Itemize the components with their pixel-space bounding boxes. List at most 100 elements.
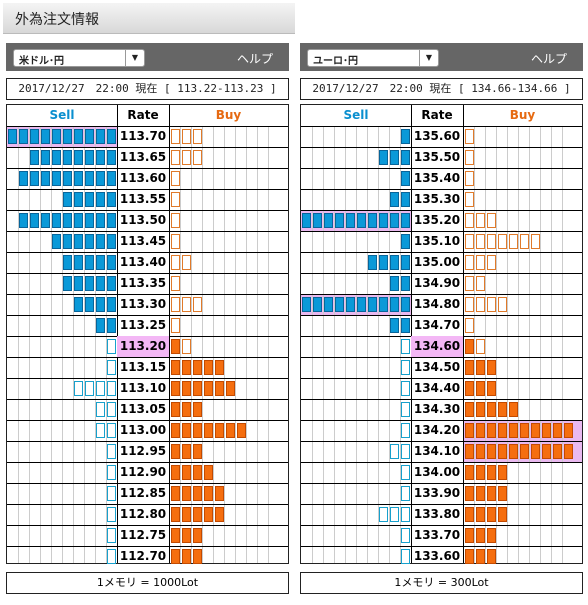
sell-block <box>41 213 50 228</box>
buy-block <box>476 549 485 564</box>
rate-cell: 113.65 <box>119 150 167 164</box>
sell-block <box>30 129 39 144</box>
row-divider <box>301 399 582 400</box>
buy-block <box>182 129 191 144</box>
sell-block <box>368 297 377 312</box>
buy-block <box>204 486 213 501</box>
chevron-down-icon[interactable]: ▼ <box>419 50 438 66</box>
sell-block <box>107 276 116 291</box>
grid-line <box>356 126 357 563</box>
grid-line <box>268 126 269 563</box>
sell-header: Sell <box>49 108 75 122</box>
buy-block <box>487 213 496 228</box>
grid-line <box>95 126 96 563</box>
buy-block <box>487 528 496 543</box>
grid-line <box>62 126 63 563</box>
help-link[interactable]: ヘルプ <box>236 52 273 66</box>
rate-cell: 113.35 <box>119 276 167 290</box>
pair-select[interactable]: 米ドル･円 ▼ <box>13 49 145 67</box>
chevron-down-icon[interactable]: ▼ <box>125 50 144 66</box>
grid-line <box>191 126 192 563</box>
grid-line <box>474 126 475 563</box>
help-link[interactable]: ヘルプ <box>530 52 567 66</box>
datetime-label: 2017/12/27 22:00 現在 [ 134.66-134.66 ] <box>300 78 583 100</box>
buy-block <box>465 213 474 228</box>
buy-block <box>531 234 540 249</box>
buy-block <box>171 423 180 438</box>
buy-block <box>520 234 529 249</box>
grid-line <box>312 126 313 563</box>
sell-block <box>401 339 410 354</box>
buy-block <box>193 465 202 480</box>
row-divider <box>7 189 288 190</box>
sell-block <box>379 507 388 522</box>
sell-block <box>63 150 72 165</box>
rate-cell: 113.40 <box>119 255 167 269</box>
buy-block <box>226 423 235 438</box>
grid-line <box>213 126 214 563</box>
buy-block <box>498 234 507 249</box>
grid-line <box>389 126 390 563</box>
rate-header: Rate <box>421 108 453 122</box>
rate-cell: 112.70 <box>119 549 167 563</box>
buy-block <box>171 192 180 207</box>
sell-block <box>74 171 83 186</box>
grid-line <box>551 126 552 563</box>
buy-block <box>182 549 191 564</box>
sell-block <box>96 171 105 186</box>
buy-block <box>182 255 191 270</box>
column-divider <box>169 105 170 563</box>
buy-block <box>215 423 224 438</box>
sell-block <box>379 213 388 228</box>
grid-line <box>106 126 107 563</box>
pair-select[interactable]: ユーロ･円 ▼ <box>307 49 439 67</box>
buy-block <box>182 444 191 459</box>
sell-block <box>107 150 116 165</box>
buy-block <box>193 486 202 501</box>
buy-block <box>520 444 529 459</box>
sell-block <box>107 402 116 417</box>
sell-block <box>379 150 388 165</box>
sell-block <box>107 255 116 270</box>
buy-block <box>476 213 485 228</box>
rate-cell: 112.95 <box>119 444 167 458</box>
rate-cell: 134.70 <box>413 318 461 332</box>
rate-cell: 133.60 <box>413 549 461 563</box>
sell-block <box>96 276 105 291</box>
sell-block <box>379 297 388 312</box>
sell-block <box>96 318 105 333</box>
sell-block <box>107 129 116 144</box>
rate-header: Rate <box>127 108 159 122</box>
sell-block <box>85 234 94 249</box>
buy-block <box>182 528 191 543</box>
buy-block <box>476 465 485 480</box>
buy-header: Buy <box>509 108 536 122</box>
sell-block <box>52 171 61 186</box>
buy-block <box>465 318 474 333</box>
sell-block <box>313 297 322 312</box>
buy-block <box>204 360 213 375</box>
buy-block <box>215 381 224 396</box>
sell-block <box>313 213 322 228</box>
sell-block <box>63 255 72 270</box>
sell-block <box>74 234 83 249</box>
rate-cell: 113.55 <box>119 192 167 206</box>
row-divider <box>301 441 582 442</box>
buy-block <box>476 528 485 543</box>
sell-block <box>368 213 377 228</box>
sell-block <box>401 192 410 207</box>
row-divider <box>301 504 582 505</box>
grid-line <box>496 126 497 563</box>
unit-footer: 1メモリ = 1000Lot <box>6 572 289 594</box>
grid-line <box>323 126 324 563</box>
grid-line <box>257 126 258 563</box>
grid-line <box>529 126 530 563</box>
row-divider <box>7 483 288 484</box>
grid-line <box>18 126 19 563</box>
buy-block <box>182 150 191 165</box>
order-grid: Sell Rate Buy 135.60 135.50 135.40 135.30 135.2… <box>300 104 583 564</box>
rate-cell: 135.50 <box>413 150 461 164</box>
buy-block <box>182 360 191 375</box>
sell-block <box>85 213 94 228</box>
sell-block <box>30 171 39 186</box>
